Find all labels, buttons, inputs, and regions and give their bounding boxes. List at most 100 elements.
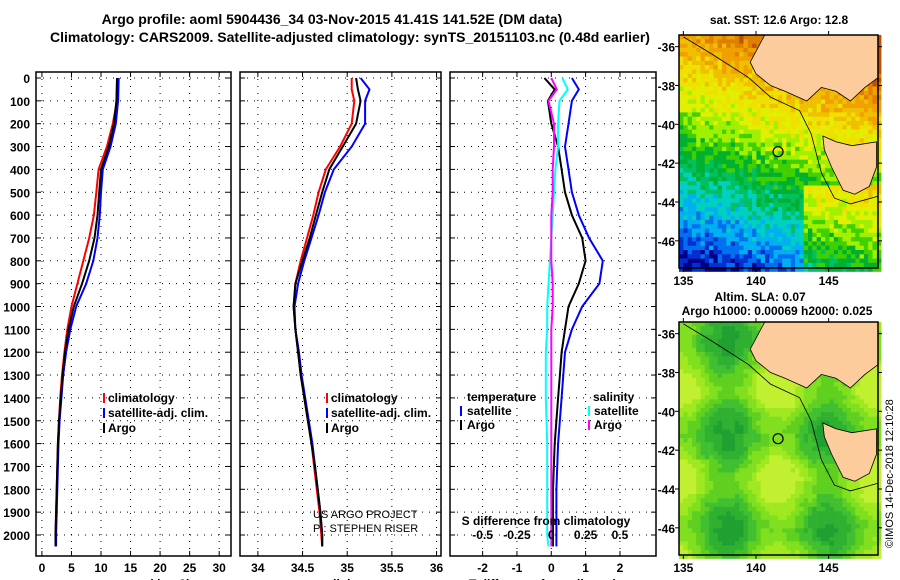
map-cell: [726, 322, 731, 327]
map-cell: [679, 121, 684, 126]
map-cell: [683, 330, 688, 336]
map-cell: [842, 125, 847, 130]
map-cell: [876, 498, 882, 503]
map-cell: [700, 168, 706, 173]
map-cell: [730, 485, 736, 490]
map-cell: [713, 95, 718, 100]
map-cell: [704, 232, 710, 238]
map-cell: [872, 99, 878, 105]
map-cell: [704, 237, 710, 242]
map-cell: [709, 39, 714, 44]
map-cell: [743, 425, 749, 430]
map-cell: [872, 224, 878, 229]
map-cell: [713, 65, 718, 70]
map-cell: [833, 103, 839, 109]
map-cell: [752, 322, 757, 327]
map-cell: [739, 446, 744, 452]
map-cell: [756, 219, 761, 225]
map-cell: [820, 215, 826, 221]
y-tick-label: 1600: [3, 438, 30, 452]
map-cell: [743, 334, 749, 340]
map-cell: [730, 133, 736, 139]
map-cell: [726, 485, 731, 490]
map-cell: [765, 438, 770, 443]
map-cell: [739, 408, 744, 413]
map-cell: [769, 215, 774, 221]
map-cell: [691, 463, 697, 469]
map-cell: [816, 185, 822, 191]
map-cell: [812, 168, 817, 173]
map-cell: [722, 377, 727, 383]
map-cell: [696, 382, 701, 387]
map-cell: [816, 420, 822, 426]
map-cell: [691, 241, 697, 246]
map-cell: [726, 416, 731, 422]
map-cell: [795, 237, 800, 242]
map-cell: [747, 224, 753, 229]
map-cell: [756, 476, 761, 482]
map-cell: [752, 498, 757, 503]
map-cell: [687, 451, 693, 456]
map-cell: [747, 339, 753, 344]
map-cell: [760, 408, 766, 413]
map-cell: [842, 412, 847, 417]
map-cell: [717, 446, 723, 452]
map-cell: [803, 386, 809, 392]
map-cell: [691, 352, 697, 357]
diff-line-s-argo: [547, 77, 558, 547]
map-cell: [700, 95, 706, 100]
map-cell: [713, 103, 718, 109]
map-cell: [765, 121, 770, 126]
map-cell: [717, 168, 723, 173]
map-cell: [734, 463, 740, 469]
map-cell: [825, 224, 830, 229]
map-cell: [816, 219, 822, 225]
map-cell: [713, 420, 718, 426]
map-cell: [696, 99, 701, 105]
map-cell: [773, 502, 779, 508]
map-cell: [743, 189, 749, 195]
map-cell: [734, 446, 740, 452]
y-tick-label: 0: [23, 72, 30, 86]
map-cell: [747, 202, 753, 208]
map-cell: [747, 125, 753, 130]
map-cell: [752, 386, 757, 392]
map-cell: [730, 390, 736, 396]
map-cell: [760, 82, 766, 87]
map-cell: [683, 69, 688, 74]
map-cell: [704, 181, 710, 186]
map-cell: [713, 433, 718, 439]
map-cell: [700, 369, 706, 374]
map-cell: [752, 365, 757, 370]
map-cell: [773, 408, 779, 413]
map-cell: [722, 215, 727, 221]
map-cell: [756, 228, 761, 234]
map-cell: [838, 498, 843, 503]
map-cell: [799, 463, 804, 469]
map-cell: [726, 373, 731, 379]
map-cell: [687, 489, 693, 495]
map-cell: [696, 494, 701, 499]
map-cell: [851, 399, 856, 404]
map-cell: [683, 502, 688, 508]
map-cell: [777, 254, 783, 259]
map-cell: [812, 95, 817, 100]
map-cell: [769, 399, 774, 404]
map-cell: [765, 494, 770, 499]
map-cell: [786, 176, 792, 182]
map-cell: [765, 189, 770, 195]
map-cell: [851, 103, 856, 109]
map-cell: [786, 498, 792, 503]
map-cell: [696, 489, 701, 495]
map-cell: [722, 164, 727, 169]
map-cell: [687, 99, 693, 105]
map-cell: [734, 438, 740, 443]
map-cell: [739, 103, 744, 109]
map-cell: [687, 237, 693, 242]
map-cell: [769, 142, 774, 148]
map-cell: [756, 472, 761, 478]
map-cell: [859, 416, 865, 422]
map-cell: [868, 412, 873, 417]
map-cell: [722, 172, 727, 178]
map-cell: [829, 172, 835, 178]
